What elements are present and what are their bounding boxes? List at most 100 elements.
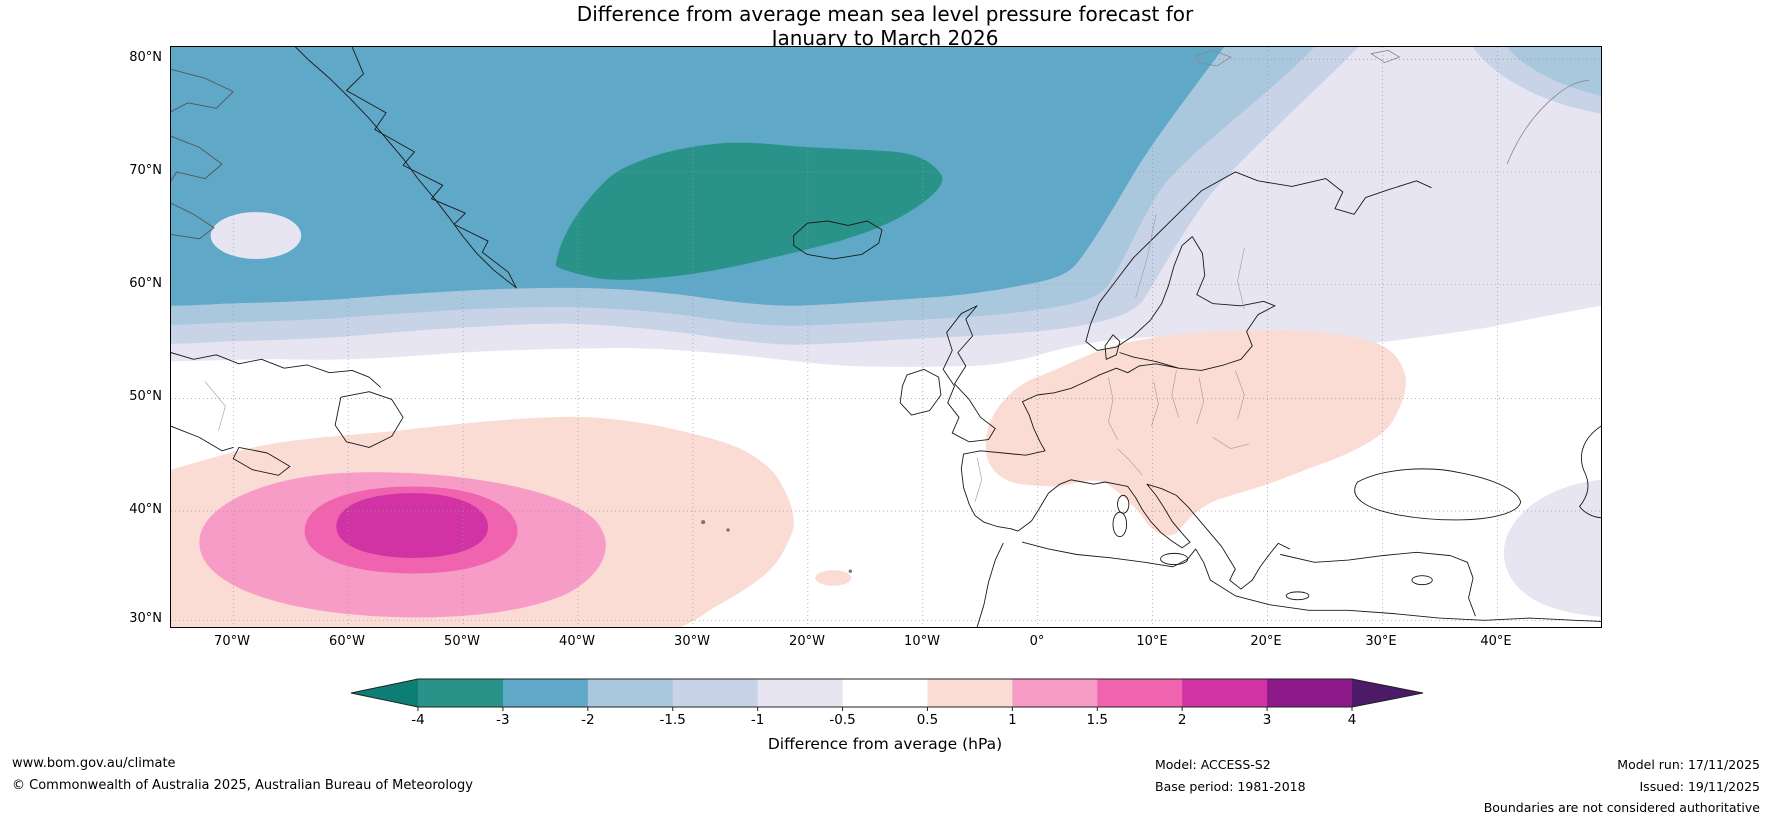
border-line <box>1118 449 1143 476</box>
lon-tick-label: 10°W <box>904 634 940 649</box>
lat-tick-label: 60°N <box>129 276 162 291</box>
lon-tick-label: 0° <box>1029 634 1045 649</box>
lat-tick-label: 30°N <box>129 611 162 626</box>
colorbar-tick-label: 1.5 <box>1086 712 1109 728</box>
colorbar-tick-label: -1.5 <box>659 712 686 728</box>
lon-tick-label: 40°W <box>559 634 595 649</box>
lon-tick-label: 60°W <box>329 634 365 649</box>
footer-model-run: Model run: 17/11/2025 <box>1617 757 1760 772</box>
greenland-coastline <box>296 47 517 288</box>
corner-band-m2-to-m15 <box>1507 47 1601 97</box>
lon-tick-label: 10°E <box>1136 634 1168 649</box>
lavender-patch-west <box>210 212 302 259</box>
border-line <box>1238 248 1245 309</box>
colorbar-segment <box>757 679 844 707</box>
azores-island-dot <box>701 520 706 525</box>
ireland-coastline <box>900 369 941 415</box>
canada-coastline <box>171 353 380 451</box>
colorbar-segment <box>1012 679 1098 707</box>
border-line <box>1172 370 1179 417</box>
turkey-levant-coastline <box>1281 552 1476 616</box>
footer-website: www.bom.gov.au/climate <box>12 756 176 771</box>
colorbar-tick-label: 0.5 <box>916 712 939 728</box>
footer-copyright: © Commonwealth of Australia 2025, Austra… <box>12 778 473 793</box>
footer-disclaimer: Boundaries are not considered authoritat… <box>1483 800 1760 815</box>
lat-tick-label: 70°N <box>129 163 162 178</box>
colorbar-arrow-right <box>1352 679 1423 707</box>
lon-tick-label: 70°W <box>214 634 250 649</box>
north-africa-coastline <box>977 542 1601 627</box>
colorbar-segment <box>672 679 759 707</box>
newfoundland-coastline <box>335 392 403 448</box>
colorbar-tick-label: -4 <box>411 712 425 728</box>
lat-tick-label: 40°N <box>129 502 162 517</box>
italy-balkans-greece-coastline <box>1128 484 1290 589</box>
pressure-anomaly-fills <box>171 47 1601 627</box>
footer-model: Model: ACCESS-S2 <box>1155 757 1271 772</box>
caspian-coastline <box>1579 426 1601 517</box>
corsica-coastline <box>1118 495 1129 513</box>
negative-core-m4-to-m3 <box>555 142 943 280</box>
lon-tick-label: 30°E <box>1365 634 1397 649</box>
crete-coastline <box>1286 592 1309 600</box>
colorbar-segment <box>842 679 928 707</box>
scandinavia-coastline <box>1086 172 1275 350</box>
colorbar-tick-label: -2 <box>581 712 595 728</box>
positive-core-2-to-3 <box>336 493 489 558</box>
footer-issued: Issued: 19/11/2025 <box>1639 779 1761 794</box>
lon-tick-label: 20°E <box>1250 634 1282 649</box>
canadian-arctic-coastline <box>171 69 233 239</box>
azores-island-dot <box>726 528 730 532</box>
border-line <box>1213 437 1249 448</box>
lon-tick-label: 50°W <box>444 634 480 649</box>
colorbar-tick-label: -3 <box>496 712 510 728</box>
cyprus-coastline <box>1412 576 1432 585</box>
west-europe-coastline <box>961 364 1178 531</box>
positive-region-europe <box>985 329 1406 536</box>
colorbar-tick-label: 1 <box>1008 712 1017 728</box>
chart-title: Difference from average mean sea level p… <box>0 2 1770 50</box>
colorbar-segment <box>502 679 589 707</box>
chart-title-line1: Difference from average mean sea level p… <box>576 2 1194 26</box>
lon-tick-label: 30°W <box>674 634 710 649</box>
lon-tick-label: 40°E <box>1480 634 1512 649</box>
lavender-patch-east <box>1503 479 1601 617</box>
colorbar-segment <box>587 679 674 707</box>
graticule-gridlines <box>171 47 1601 627</box>
border-line <box>1136 214 1156 298</box>
country-borders <box>205 214 1249 502</box>
madeira-island-dot <box>848 569 853 573</box>
border-line <box>975 457 982 502</box>
lon-tick-label: 20°W <box>789 634 825 649</box>
border-line <box>1152 382 1159 427</box>
arctic-islands <box>1196 50 1589 164</box>
colorbar-arrow-left <box>351 679 418 707</box>
colorbar-segment <box>418 679 504 707</box>
iceland-coastline <box>794 221 882 259</box>
novaya-zemlya-coastline <box>1507 80 1589 164</box>
colorbar-segment <box>1182 679 1268 707</box>
denmark-coastline <box>1105 335 1120 360</box>
franz-josef-coastline <box>1371 50 1399 62</box>
footer-base-period: Base period: 1981-2018 <box>1155 779 1306 794</box>
border-line <box>1197 377 1204 424</box>
colorbar-tick-label: 2 <box>1177 712 1187 728</box>
lat-tick-label: 80°N <box>129 50 162 65</box>
colorbar-tick-label: -1 <box>750 712 765 728</box>
nova-scotia-coastline <box>233 447 290 475</box>
svalbard-coastline <box>1196 50 1231 66</box>
arctic-russia-coastline <box>1235 172 1431 214</box>
great-britain-coastline <box>943 306 995 442</box>
positive-speck <box>815 570 852 586</box>
colorbar-segment <box>1097 679 1183 707</box>
border-line <box>1108 377 1117 439</box>
map-plot-area <box>170 46 1602 628</box>
colorbar-outline <box>351 679 1423 707</box>
small-islands <box>701 520 853 573</box>
lat-tick-label: 50°N <box>129 389 162 404</box>
colorbar-tick-label: 4 <box>1347 712 1357 728</box>
colorbar-segment <box>1267 679 1353 707</box>
colorbar-segment <box>927 679 1013 707</box>
map-svg <box>171 47 1601 627</box>
